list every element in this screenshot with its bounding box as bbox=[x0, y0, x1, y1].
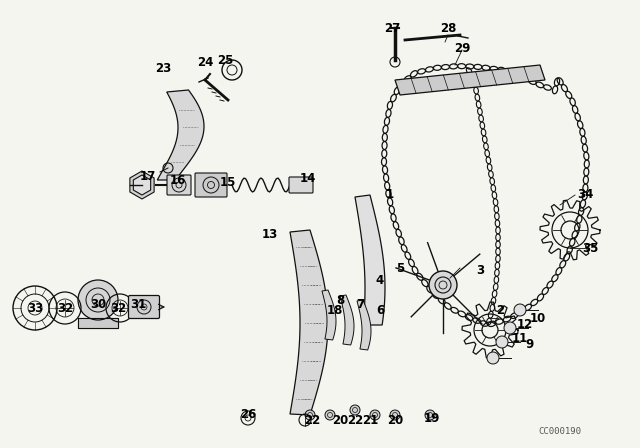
Circle shape bbox=[514, 304, 526, 316]
Text: 9: 9 bbox=[526, 339, 534, 352]
Text: 25: 25 bbox=[217, 53, 233, 66]
Text: 20: 20 bbox=[332, 414, 348, 426]
Polygon shape bbox=[322, 290, 336, 340]
FancyBboxPatch shape bbox=[167, 175, 191, 195]
Text: 21: 21 bbox=[362, 414, 378, 426]
Polygon shape bbox=[357, 300, 371, 350]
Circle shape bbox=[504, 322, 516, 334]
Polygon shape bbox=[355, 195, 385, 325]
Text: 5: 5 bbox=[396, 262, 404, 275]
Polygon shape bbox=[130, 171, 154, 199]
FancyBboxPatch shape bbox=[195, 173, 227, 197]
Circle shape bbox=[78, 280, 118, 320]
Text: 30: 30 bbox=[90, 298, 106, 311]
Text: 15: 15 bbox=[220, 176, 236, 189]
Text: 24: 24 bbox=[197, 56, 213, 69]
Text: 6: 6 bbox=[376, 303, 384, 316]
Text: 8: 8 bbox=[336, 293, 344, 306]
Circle shape bbox=[370, 410, 380, 420]
Circle shape bbox=[429, 271, 457, 299]
Circle shape bbox=[390, 410, 400, 420]
Text: 12: 12 bbox=[517, 319, 533, 332]
Text: 19: 19 bbox=[424, 412, 440, 425]
Circle shape bbox=[425, 410, 435, 420]
Text: 32: 32 bbox=[57, 302, 73, 314]
Text: 16: 16 bbox=[170, 173, 186, 186]
Text: 1: 1 bbox=[386, 189, 394, 202]
Text: 14: 14 bbox=[300, 172, 316, 185]
Circle shape bbox=[350, 405, 360, 415]
Polygon shape bbox=[395, 65, 545, 95]
Text: 23: 23 bbox=[155, 61, 171, 74]
Polygon shape bbox=[340, 295, 354, 345]
FancyBboxPatch shape bbox=[289, 177, 313, 193]
Text: 28: 28 bbox=[440, 22, 456, 34]
Text: 2: 2 bbox=[496, 303, 504, 316]
Text: 11: 11 bbox=[512, 332, 528, 345]
Text: 26: 26 bbox=[240, 409, 256, 422]
Text: 13: 13 bbox=[262, 228, 278, 241]
Text: 33: 33 bbox=[27, 302, 43, 314]
Text: 35: 35 bbox=[582, 241, 598, 254]
Circle shape bbox=[496, 336, 508, 348]
FancyBboxPatch shape bbox=[129, 296, 159, 319]
Circle shape bbox=[305, 410, 315, 420]
Text: 3: 3 bbox=[476, 263, 484, 276]
Text: 4: 4 bbox=[376, 273, 384, 287]
Text: 18: 18 bbox=[327, 303, 343, 316]
Circle shape bbox=[487, 352, 499, 364]
Text: 34: 34 bbox=[577, 189, 593, 202]
Text: 29: 29 bbox=[454, 42, 470, 55]
Text: 17: 17 bbox=[140, 169, 156, 182]
Text: CC000190: CC000190 bbox=[538, 427, 582, 436]
Circle shape bbox=[325, 410, 335, 420]
Polygon shape bbox=[157, 90, 204, 180]
Text: 10: 10 bbox=[530, 311, 546, 324]
Text: 27: 27 bbox=[384, 22, 400, 34]
Text: 22: 22 bbox=[347, 414, 363, 426]
Text: 7: 7 bbox=[356, 298, 364, 311]
Text: 32: 32 bbox=[110, 302, 126, 314]
Polygon shape bbox=[133, 175, 150, 195]
Text: 20: 20 bbox=[387, 414, 403, 426]
Polygon shape bbox=[290, 230, 328, 415]
Text: 22: 22 bbox=[304, 414, 320, 426]
Polygon shape bbox=[78, 318, 118, 328]
Text: 31: 31 bbox=[130, 298, 146, 311]
